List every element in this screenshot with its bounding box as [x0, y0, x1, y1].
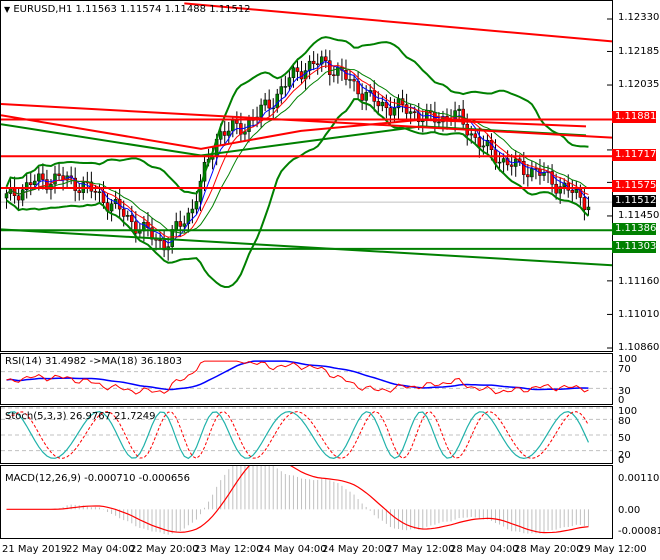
triangle-down-icon[interactable]: ▼ [4, 5, 11, 14]
stochastic-label: Stoch(5,3,3) 26.9767 21.7249 [5, 411, 156, 422]
price-tick: 1.12330 [618, 12, 660, 23]
time-tick: 24 May 20:00 [322, 544, 391, 555]
macd-level: -0.000819 [618, 526, 660, 537]
stochastic-panel[interactable] [0, 406, 613, 464]
time-tick: 21 May 2019 [2, 544, 68, 555]
ohlc-low: 1.11488 [164, 4, 206, 15]
macd-label: MACD(12,26,9) -0.000710 -0.000656 [5, 473, 190, 484]
price-tick: 1.12035 [618, 79, 660, 90]
price-tick: 1.10860 [618, 342, 660, 353]
price-tick: 1.11010 [618, 309, 660, 320]
price-tag-resistance-3: 1.11575 [612, 180, 656, 192]
rsi-canvas [1, 360, 612, 395]
macd-level: 0.00 [618, 505, 641, 516]
price-chart-canvas [1, 2, 612, 349]
stoch-level: 50 [618, 433, 631, 444]
stoch-level: 80 [618, 416, 631, 427]
time-tick: 28 May 04:00 [450, 544, 519, 555]
main-price-panel[interactable] [0, 0, 613, 352]
ohlc-close: 1.11512 [209, 4, 251, 15]
macd-canvas [6, 466, 589, 535]
ohlc-open: 1.11563 [75, 4, 117, 15]
rsi-label: RSI(14) 31.4982 ->MA(18) 36.1803 [5, 356, 182, 367]
price-tick: 1.11450 [618, 210, 660, 221]
time-tick: 28 May 20:00 [514, 544, 583, 555]
time-tick: 24 May 04:00 [258, 544, 327, 555]
price-tag-support-2: 1.11303 [612, 241, 656, 253]
time-tick: 23 May 12:00 [194, 544, 263, 555]
stoch-level: 20 [618, 450, 631, 461]
time-tick: 27 May 12:00 [386, 544, 455, 555]
time-tick: 29 May 12:00 [578, 544, 647, 555]
stochastic-canvas [1, 407, 612, 460]
rsi-level: 70 [618, 364, 631, 375]
price-tag-bid: 1.11512 [612, 195, 656, 207]
rsi-panel[interactable] [0, 353, 613, 405]
macd-panel[interactable] [0, 465, 613, 539]
rsi-level: 100 [618, 354, 638, 365]
price-tag-resistance-2: 1.11717 [612, 149, 656, 161]
rsi-level: 30 [618, 386, 631, 397]
price-tick: 1.11160 [618, 276, 660, 287]
price-tick: 1.12185 [618, 46, 660, 57]
price-tag-resistance-1: 1.11881 [612, 111, 656, 123]
rsi-level: 0 [618, 395, 625, 406]
stoch-level: 100 [618, 406, 638, 417]
macd-level: 0.001107 [618, 473, 660, 484]
ohlc-high: 1.11574 [120, 4, 162, 15]
symbol-timeframe: EURUSD,H1 [13, 4, 73, 15]
price-tag-support-1: 1.11386 [612, 223, 656, 235]
time-tick: 22 May 04:00 [66, 544, 135, 555]
stoch-level: 0 [618, 455, 625, 466]
chart-header: ▼ EURUSD,H1 1.11563 1.11574 1.11488 1.11… [4, 4, 251, 15]
time-tick: 22 May 20:00 [130, 544, 199, 555]
